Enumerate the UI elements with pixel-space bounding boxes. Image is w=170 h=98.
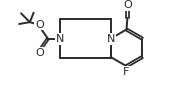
- Text: O: O: [35, 48, 44, 58]
- Text: N: N: [56, 34, 65, 44]
- Text: O: O: [35, 20, 44, 29]
- Text: F: F: [123, 67, 130, 77]
- Text: O: O: [123, 0, 132, 10]
- Text: N: N: [106, 34, 115, 44]
